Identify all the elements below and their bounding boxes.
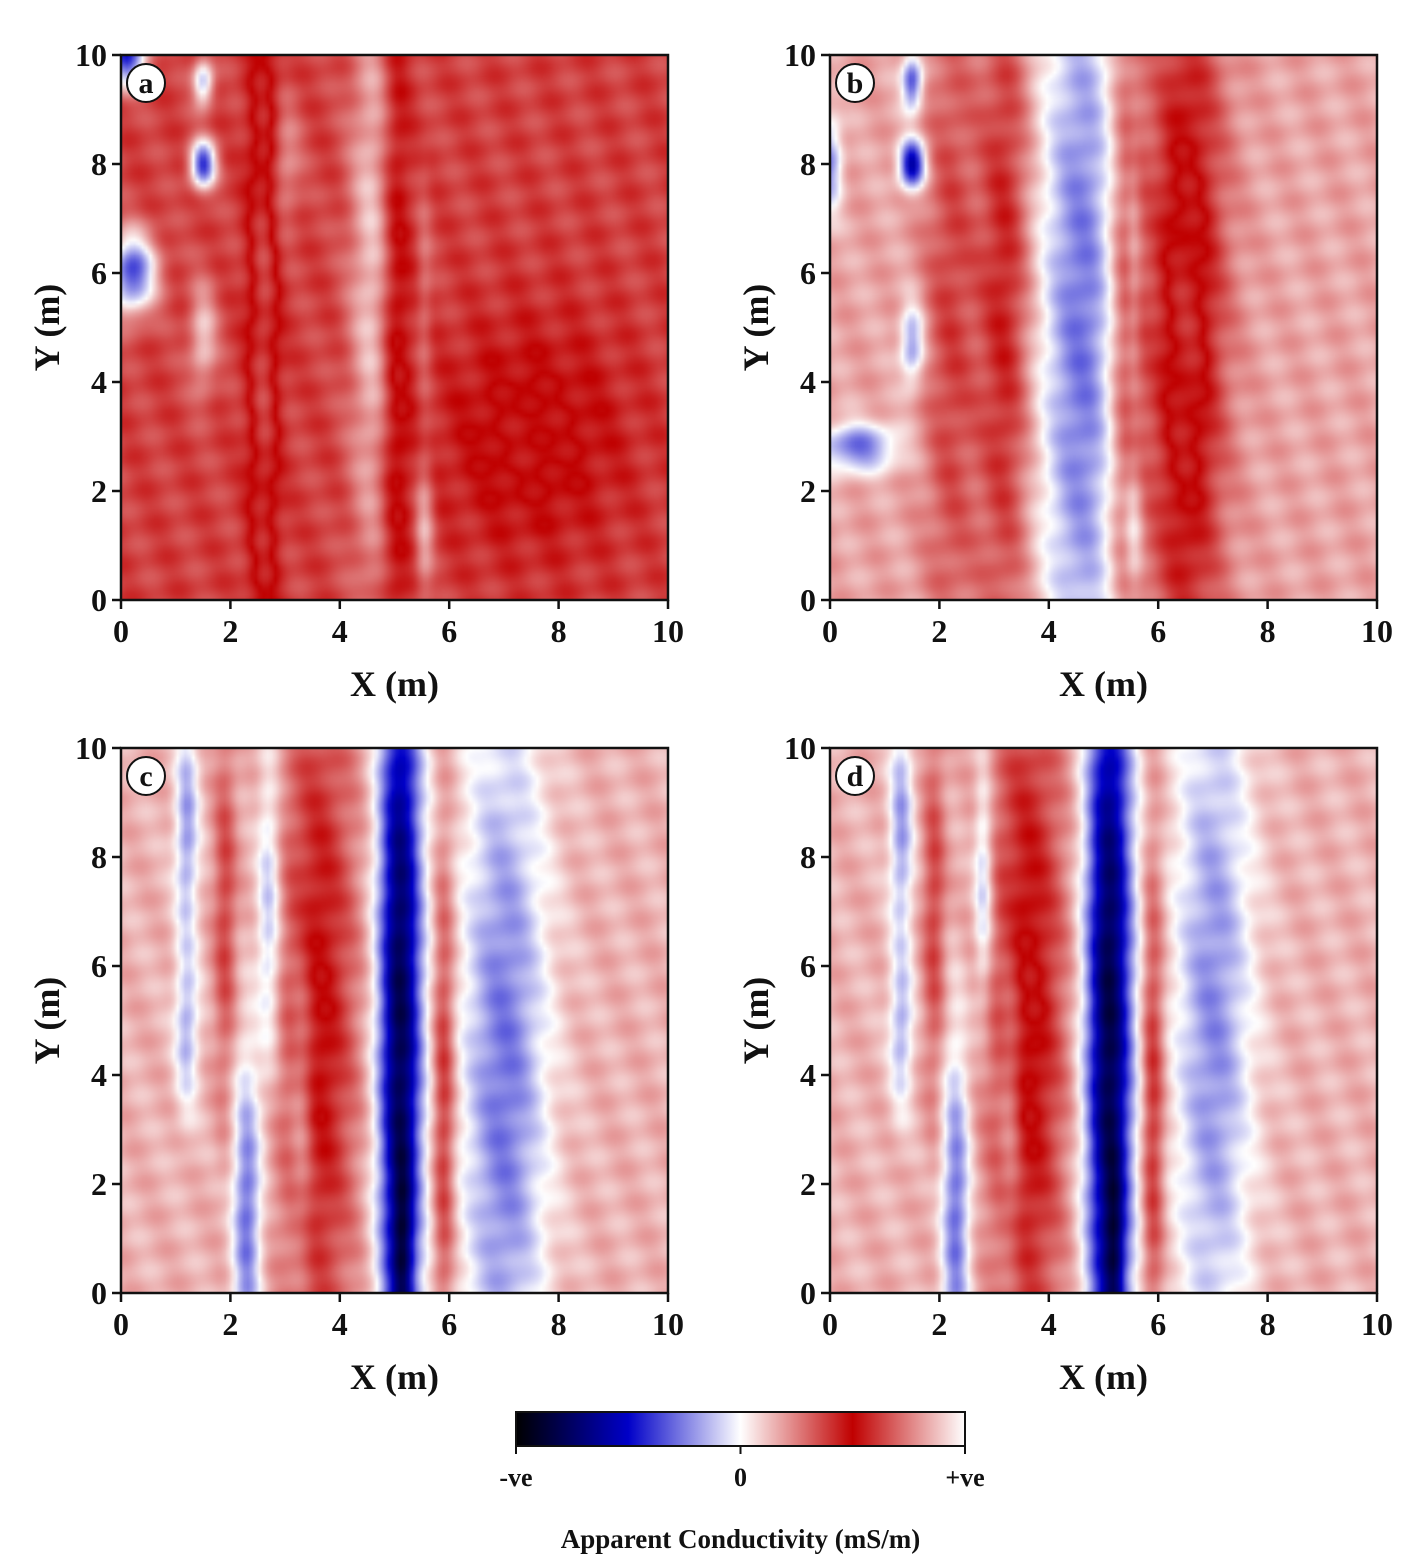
x-tick-label: 8 xyxy=(551,613,567,649)
colorbar-min-label: -ve xyxy=(499,1463,532,1492)
y-tick-label: 10 xyxy=(75,730,107,766)
plot-frame xyxy=(828,746,1379,1295)
y-tick-label: 4 xyxy=(800,1057,816,1093)
y-tick-label: 8 xyxy=(91,146,107,182)
heatmap-field-d xyxy=(830,748,1377,1293)
plot-frame xyxy=(119,53,670,602)
x-tick-label: 10 xyxy=(652,613,684,649)
y-tick-label: 10 xyxy=(784,37,816,73)
panel-c: 0 2 4 6 8 10 0 2 4 6 8 10 X (m) Y (m) c xyxy=(27,730,684,1397)
panel-b: 0 2 4 6 8 10 0 2 4 6 8 10 X (m) Y (m) b xyxy=(736,37,1393,704)
x-tick-label: 8 xyxy=(551,1306,567,1342)
panel-d: 0 2 4 6 8 10 0 2 4 6 8 10 X (m) Y (m) d xyxy=(736,730,1393,1397)
y-tick-label: 6 xyxy=(800,255,816,291)
panel-letter-badge xyxy=(835,63,875,103)
x-tick-label: 6 xyxy=(1150,1306,1166,1342)
colorbar-zero-label: 0 xyxy=(734,1463,747,1492)
x-tick-label: 10 xyxy=(1361,1306,1393,1342)
x-tick-label: 2 xyxy=(222,1306,238,1342)
panel-letter: d xyxy=(847,760,864,793)
panel-letter-badge xyxy=(126,756,166,796)
panel-letter: a xyxy=(139,67,154,100)
y-axis-label: Y (m) xyxy=(27,977,67,1065)
y-axis-label: Y (m) xyxy=(736,284,776,372)
x-axis-label: X (m) xyxy=(1059,1357,1148,1397)
x-tick-label: 6 xyxy=(441,613,457,649)
x-tick-label: 8 xyxy=(1260,613,1276,649)
y-tick-label: 6 xyxy=(91,255,107,291)
panel-letter: b xyxy=(847,67,864,100)
x-axis-label: X (m) xyxy=(350,664,439,704)
y-tick-label: 0 xyxy=(91,1275,107,1311)
x-tick-label: 6 xyxy=(1150,613,1166,649)
heatmap-field-a xyxy=(121,55,668,600)
plot-frame xyxy=(119,746,670,1295)
y-tick-label: 2 xyxy=(800,473,816,509)
y-tick-label: 2 xyxy=(800,1166,816,1202)
x-tick-label: 10 xyxy=(1361,613,1393,649)
x-axis-label: X (m) xyxy=(350,1357,439,1397)
x-tick-label: 4 xyxy=(332,613,348,649)
x-tick-label: 6 xyxy=(441,1306,457,1342)
plot-frame xyxy=(828,53,1379,602)
colorbar-max-label: +ve xyxy=(945,1463,984,1492)
panel-a: 0 2 4 6 8 10 0 2 4 6 8 10 X (m) Y (m) a xyxy=(27,37,684,704)
x-tick-label: 8 xyxy=(1260,1306,1276,1342)
y-tick-label: 6 xyxy=(91,948,107,984)
colorbar: -ve 0 +ve Apparent Conductivity (mS/m) xyxy=(499,1411,985,1554)
y-tick-label: 4 xyxy=(91,1057,107,1093)
y-tick-label: 0 xyxy=(800,1275,816,1311)
heatmap-field-c xyxy=(121,748,668,1293)
y-tick-label: 10 xyxy=(784,730,816,766)
x-tick-label: 4 xyxy=(1041,1306,1057,1342)
x-tick-label: 2 xyxy=(222,613,238,649)
panel-letter: c xyxy=(139,760,152,793)
y-tick-label: 0 xyxy=(800,582,816,618)
y-axis-label: Y (m) xyxy=(27,284,67,372)
y-tick-label: 8 xyxy=(800,146,816,182)
y-tick-label: 0 xyxy=(91,582,107,618)
panel-letter-badge xyxy=(835,756,875,796)
y-tick-label: 4 xyxy=(91,364,107,400)
y-tick-label: 2 xyxy=(91,473,107,509)
y-tick-label: 8 xyxy=(91,839,107,875)
panel-letter-badge xyxy=(126,63,166,103)
heatmap-field-b xyxy=(830,55,1377,600)
y-tick-label: 10 xyxy=(75,37,107,73)
x-tick-label: 2 xyxy=(931,613,947,649)
x-tick-label: 0 xyxy=(113,613,129,649)
x-axis-label: X (m) xyxy=(1059,664,1148,704)
x-tick-label: 0 xyxy=(113,1306,129,1342)
y-tick-label: 4 xyxy=(800,364,816,400)
y-tick-label: 2 xyxy=(91,1166,107,1202)
y-axis-label: Y (m) xyxy=(736,977,776,1065)
x-tick-label: 4 xyxy=(1041,613,1057,649)
y-tick-label: 6 xyxy=(800,948,816,984)
x-tick-label: 0 xyxy=(822,613,838,649)
x-tick-label: 0 xyxy=(822,1306,838,1342)
colorbar-title: Apparent Conductivity (mS/m) xyxy=(561,1524,921,1554)
colorbar-bar xyxy=(515,1411,966,1447)
y-tick-label: 8 xyxy=(800,839,816,875)
x-tick-label: 2 xyxy=(931,1306,947,1342)
x-tick-label: 4 xyxy=(332,1306,348,1342)
x-tick-label: 10 xyxy=(652,1306,684,1342)
